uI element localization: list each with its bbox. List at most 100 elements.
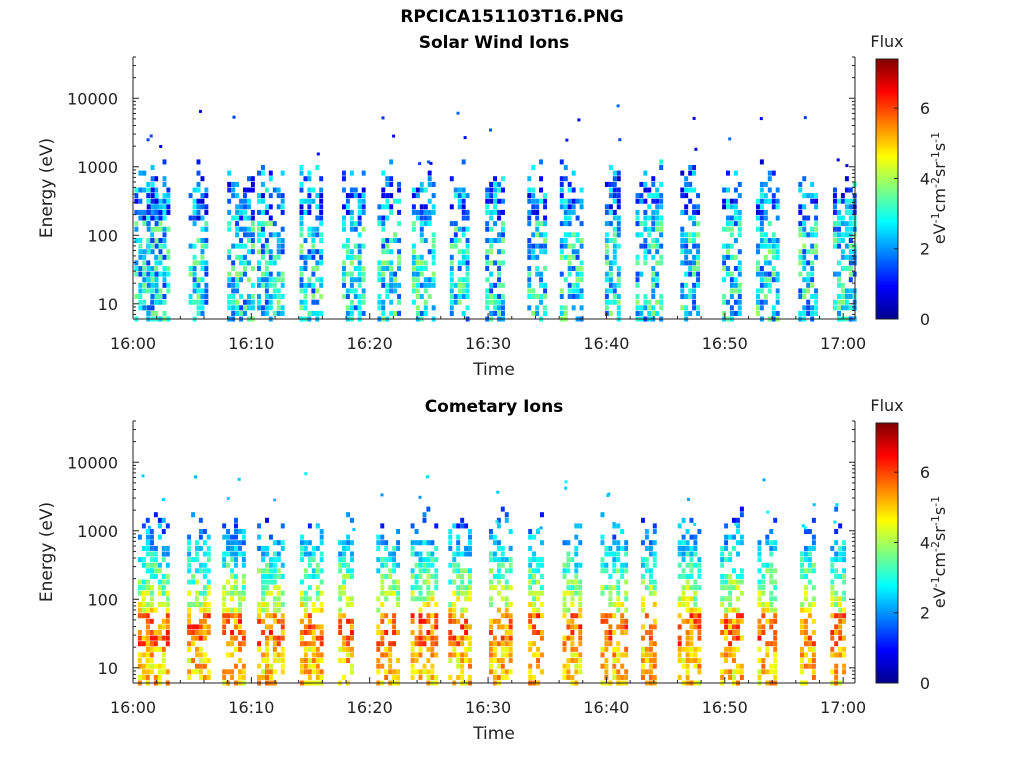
flux-cell bbox=[647, 232, 652, 238]
flux-cell bbox=[357, 193, 362, 199]
flux-cell bbox=[807, 602, 812, 608]
flux-cell bbox=[492, 551, 497, 557]
flux-cell bbox=[834, 641, 839, 647]
flux-cell bbox=[345, 209, 350, 215]
flux-cell bbox=[756, 209, 760, 215]
flux-cell bbox=[495, 520, 499, 524]
flux-cell bbox=[635, 282, 640, 288]
flux-cell bbox=[280, 646, 285, 652]
flux-cell bbox=[508, 545, 513, 551]
flux-cell bbox=[381, 277, 386, 283]
flux-cell bbox=[647, 305, 652, 311]
flux-cell bbox=[448, 545, 453, 551]
flux-cell bbox=[261, 669, 266, 675]
flux-cell bbox=[265, 568, 269, 574]
flux-cell bbox=[200, 305, 205, 311]
flux-cell bbox=[536, 557, 541, 563]
flux-cell bbox=[315, 568, 320, 574]
flux-cell bbox=[315, 226, 320, 232]
flux-cell bbox=[500, 562, 505, 568]
flux-cell bbox=[250, 221, 255, 227]
flux-cell bbox=[543, 198, 548, 204]
flux-cell bbox=[531, 187, 536, 193]
flux-cell bbox=[724, 613, 729, 619]
flux-cell bbox=[418, 162, 422, 166]
flux-cell bbox=[389, 181, 394, 187]
flux-cell bbox=[759, 271, 764, 277]
flux-cell bbox=[338, 618, 343, 624]
flux-cell bbox=[600, 540, 605, 546]
flux-cell bbox=[319, 652, 324, 658]
flux-cell bbox=[410, 596, 415, 602]
flux-cell bbox=[204, 271, 209, 277]
flux-cell bbox=[684, 305, 689, 311]
flux-cell bbox=[639, 193, 644, 199]
flux-cell bbox=[693, 562, 698, 568]
flux-cell bbox=[830, 545, 835, 551]
flux-cell bbox=[600, 562, 605, 568]
flux-cell bbox=[838, 618, 843, 624]
flux-cell bbox=[234, 534, 238, 540]
flux-cell bbox=[757, 579, 762, 585]
flux-cell bbox=[643, 305, 648, 311]
flux-cell bbox=[257, 641, 262, 647]
flux-cell bbox=[681, 573, 686, 579]
flux-cell bbox=[736, 663, 740, 669]
flux-cell bbox=[729, 221, 734, 227]
flux-cell bbox=[759, 243, 764, 249]
flux-cell bbox=[496, 674, 501, 680]
flux-cell bbox=[543, 288, 548, 294]
flux-cell bbox=[775, 294, 780, 300]
flux-cell bbox=[434, 573, 439, 579]
flux-cell bbox=[150, 282, 155, 288]
flux-cell bbox=[150, 243, 155, 249]
flux-cell bbox=[807, 551, 812, 557]
flux-cell bbox=[461, 209, 466, 215]
flux-cell bbox=[166, 271, 171, 277]
flux-cell bbox=[639, 221, 644, 227]
flux-cell bbox=[833, 226, 837, 232]
flux-cell bbox=[276, 294, 281, 300]
flux-cell bbox=[635, 271, 640, 277]
flux-cell bbox=[579, 221, 584, 227]
flux-cell bbox=[737, 271, 742, 277]
flux-cell bbox=[804, 607, 808, 613]
flux-cell bbox=[247, 176, 251, 182]
flux-cell bbox=[307, 585, 312, 591]
flux-cell bbox=[222, 674, 227, 680]
flux-cell bbox=[247, 232, 251, 238]
flux-cell bbox=[431, 254, 436, 260]
flux-cell bbox=[848, 249, 853, 255]
flux-cell bbox=[837, 260, 841, 266]
flux-cell bbox=[319, 540, 324, 546]
flux-cell bbox=[489, 602, 493, 608]
flux-cell bbox=[264, 277, 269, 283]
flux-cell bbox=[461, 282, 466, 288]
flux-cell bbox=[655, 238, 660, 244]
flux-cell bbox=[376, 641, 381, 647]
flux-cell bbox=[492, 540, 497, 546]
flux-cell bbox=[392, 551, 397, 557]
flux-cell bbox=[153, 512, 158, 518]
flux-cell bbox=[562, 635, 567, 641]
flux-cell bbox=[227, 181, 232, 187]
flux-cell bbox=[200, 226, 205, 232]
flux-cell bbox=[804, 557, 808, 563]
flux-cell bbox=[810, 226, 815, 232]
flux-cell bbox=[226, 529, 231, 535]
flux-cell bbox=[381, 310, 386, 316]
flux-cell bbox=[191, 557, 196, 563]
flux-cell bbox=[647, 310, 652, 316]
flux-cell bbox=[235, 299, 240, 305]
flux-cell bbox=[414, 641, 419, 647]
flux-cell bbox=[693, 652, 698, 658]
flux-cell bbox=[726, 243, 730, 249]
flux-cell bbox=[269, 663, 273, 669]
flux-cell bbox=[720, 551, 725, 557]
flux-cell bbox=[681, 658, 686, 664]
flux-cell bbox=[496, 590, 501, 596]
flux-cell bbox=[162, 193, 167, 199]
flux-cell bbox=[807, 663, 812, 669]
flux-cell bbox=[834, 506, 839, 512]
flux-cell bbox=[187, 557, 192, 563]
